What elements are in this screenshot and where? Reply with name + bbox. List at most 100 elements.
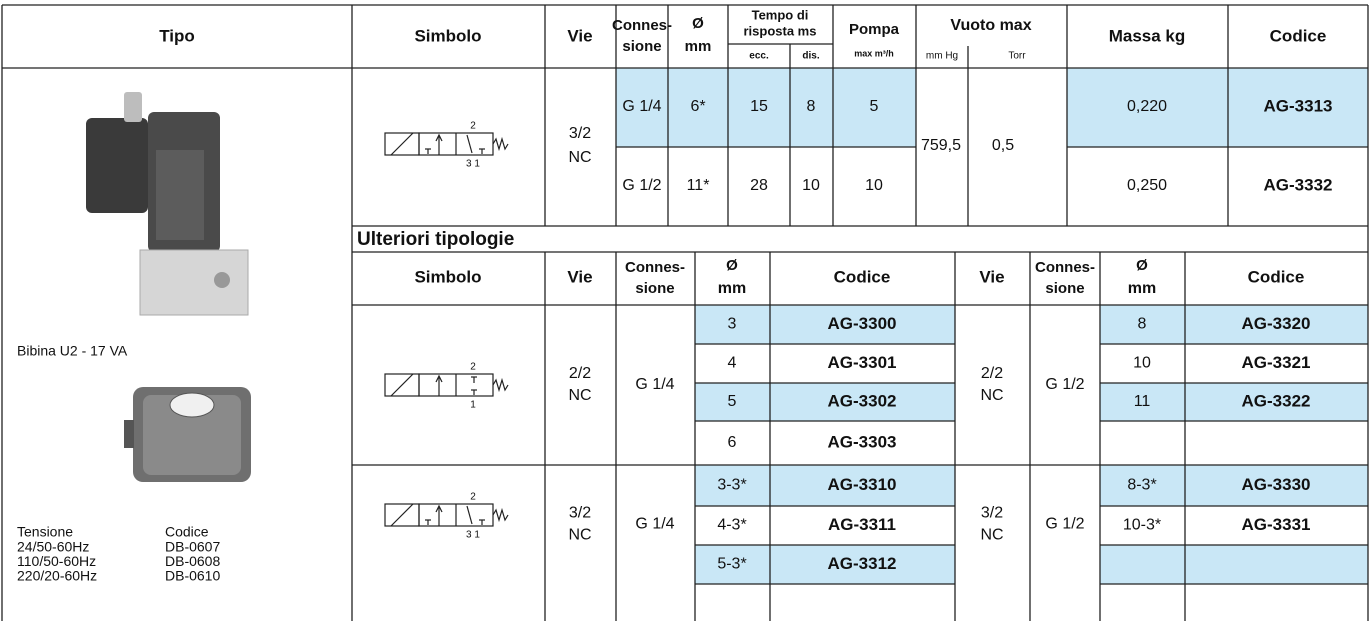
cell-text: Ø [1136,257,1148,274]
cell-bg [790,68,833,147]
cell-text: Connes- [625,259,685,276]
cell-text: AG-3331 [1242,515,1311,534]
cell-text: G 1/4 [622,98,661,115]
cell-bg [1100,465,1368,506]
cell-text: 5 [870,98,879,115]
cell-text: Massa kg [1109,26,1186,45]
cell-text: max m³/h [854,48,894,58]
cell-text: Tipo [159,26,195,45]
cell-text: Codice [165,524,209,540]
cell-text: 2/2 [981,365,1003,382]
valve-photo [86,92,249,316]
coil-photo [124,387,251,482]
cell-text: AG-3312 [828,554,897,573]
cell-text: DB-0610 [165,568,220,584]
symbol-line [492,507,509,523]
cell-text: 4 [728,355,737,372]
cell-text: AG-3322 [1242,391,1311,410]
cell-text: Vie [567,267,592,286]
cell-text: 3-3* [717,477,746,494]
cell-text: NC [980,387,1003,404]
cell-text: 220/20-60Hz [17,568,97,584]
port-label: 2 [470,492,476,503]
cell-text: 6 [728,434,737,451]
cell-text: 8 [807,98,816,115]
cell-bg [1100,545,1368,584]
cell-text: Tensione [17,524,73,540]
cell-text: ecc. [749,51,769,62]
cell-text: NC [568,387,591,404]
cell-text: mm Hg [926,51,958,62]
cell-text: 28 [750,177,768,194]
cell-text: 11 [1134,393,1151,410]
cell-text: Ø [692,15,704,32]
symbol-line [390,503,414,527]
cell-text: Codice [834,267,891,286]
cell-text: risposta ms [744,23,817,38]
cell-text: 0,220 [1127,98,1167,115]
cell-text: mm [718,280,746,297]
cell-bg [1228,68,1368,147]
cell-text: AG-3310 [828,475,897,494]
cell-text: AG-3300 [828,314,897,333]
cell-text: 24/50-60Hz [17,539,89,555]
symbol-line [435,504,443,513]
cell-text: AG-3330 [1242,475,1311,494]
cell-text: 5-3* [717,556,746,573]
cell-text: Vie [567,26,592,45]
cell-text: 110/50-60Hz [17,553,96,569]
section-title: Ulteriori tipologie [357,229,514,250]
cell-text: 10-3* [1123,517,1161,534]
cell-text: NC [980,527,1003,544]
cell-bg [695,383,955,421]
cell-text: AG-3301 [828,353,897,372]
cell-text: NC [568,149,591,166]
cell-bg [695,545,955,584]
cell-text: Connes- [612,17,672,34]
port-label: 2 [470,121,476,132]
cell-text: Pompa [849,21,900,38]
cell-text: NC [568,527,591,544]
port-label: 3 1 [466,159,480,170]
cell-text: Torr [1008,51,1026,62]
cell-text: DB-0608 [165,553,220,569]
cell-text: Simbolo [414,267,481,286]
cell-text: Codice [1248,267,1305,286]
cell-bg [668,68,728,147]
cell-bg [695,465,955,506]
cell-text: Ø [726,257,738,274]
cell-text: Vuoto max [950,17,1031,34]
cell-text: 10 [1133,355,1151,372]
symbol-line [390,373,414,397]
port-label: 1 [470,400,476,411]
cell-text: Connes- [1035,259,1095,276]
cell-bg [616,68,668,147]
cell-text: G 1/2 [1045,516,1084,533]
symbol-line [492,377,509,393]
cell-text: 10 [865,177,883,194]
cell-bg [833,68,916,147]
cell-text: sione [635,280,674,297]
cell-text: Codice [1270,26,1327,45]
cell-text: AG-3311 [828,515,896,534]
cell-text: G 1/4 [635,376,674,393]
cell-text: 2/2 [569,365,591,382]
cell-text: Tempo di [752,7,809,22]
cell-text: 3/2 [569,505,591,522]
cell-text: 3 [728,316,737,333]
cell-text: 0,250 [1127,177,1167,194]
cell-text: 10 [802,177,820,194]
cell-text: Vie [979,267,1004,286]
port-label: 2 [470,362,476,373]
cell-text: 8-3* [1127,477,1156,494]
cell-text: G 1/2 [1045,376,1084,393]
symbol-line [466,134,473,154]
cell-text: 759,5 [921,137,961,154]
cell-bg [728,68,790,147]
cell-text: 6* [690,98,705,115]
cell-text: 3/2 [569,125,591,142]
cell-text: 4-3* [717,517,746,534]
port-label: 3 1 [466,530,480,541]
cell-text: G 1/2 [622,177,661,194]
